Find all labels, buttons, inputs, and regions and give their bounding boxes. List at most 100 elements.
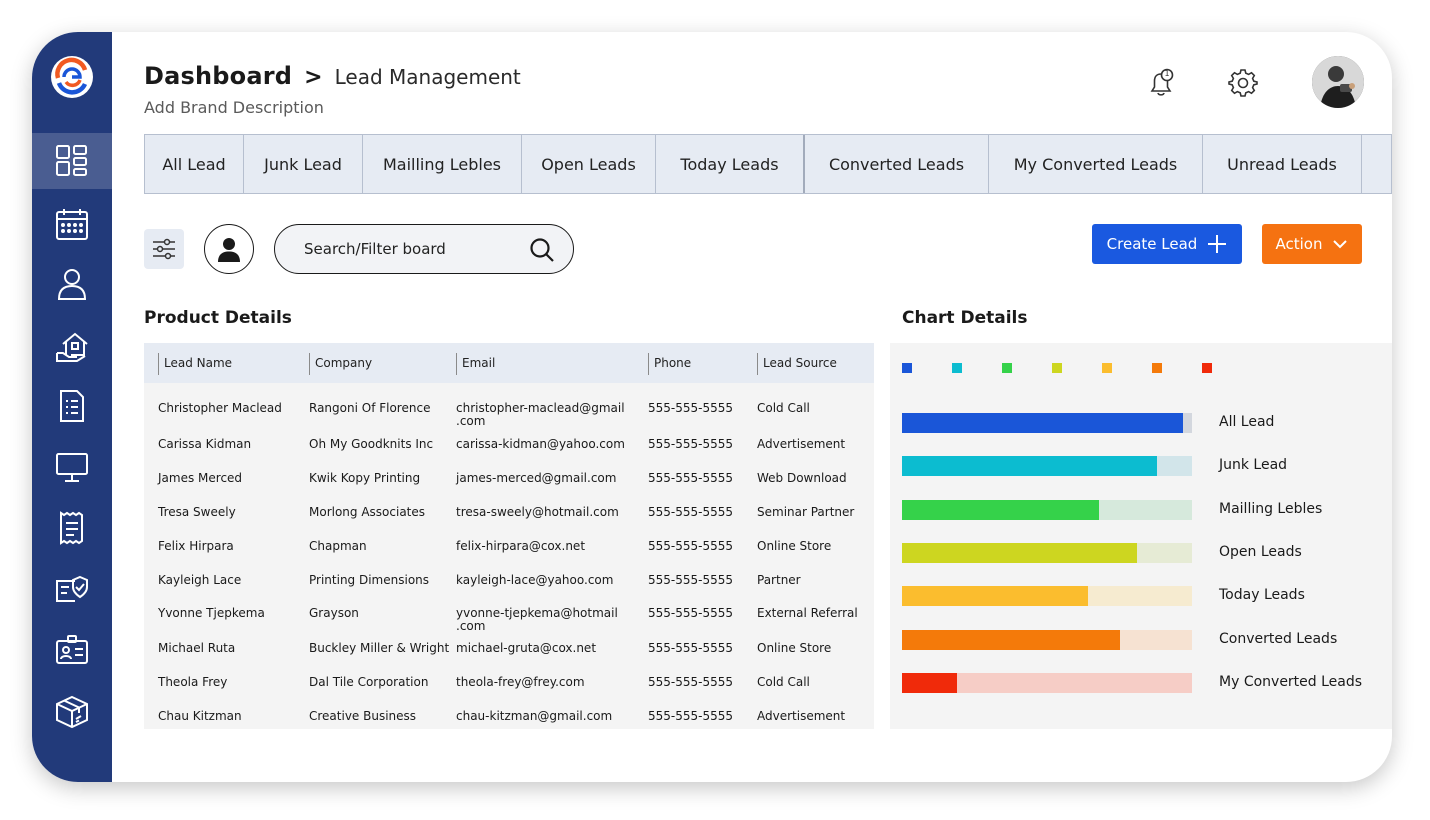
tab-junk-lead[interactable]: Junk Lead (244, 135, 363, 193)
id-badge-icon (56, 635, 88, 664)
sidebar-item-documents[interactable] (32, 378, 112, 434)
lead-source-cell: Cold Call (757, 401, 810, 415)
receipt-icon (60, 511, 83, 545)
chart-details-title: Chart Details (902, 308, 1028, 328)
create-lead-button[interactable]: Create Lead (1092, 224, 1242, 264)
document-list-icon (60, 390, 84, 422)
sidebar (32, 32, 112, 782)
filter-settings-button[interactable] (144, 229, 184, 269)
bar-label: Open Leads (1219, 544, 1302, 560)
dashboard-icon (56, 145, 87, 176)
sidebar-item-properties[interactable] (32, 318, 112, 374)
email-cell: kayleigh-lace@yahoo.com (456, 573, 614, 587)
package-icon (56, 695, 88, 729)
phone-cell: 555-555-5555 (648, 606, 734, 620)
page-subtitle: Lead Management (334, 65, 521, 89)
tab-my-converted-leads[interactable]: My Converted Leads (989, 135, 1203, 193)
search-input[interactable] (304, 240, 514, 258)
column-lead-name[interactable]: Lead Name (158, 353, 232, 375)
lead-source-cell: Web Download (757, 471, 847, 485)
legend-swatch (1202, 363, 1212, 373)
create-lead-label: Create Lead (1106, 235, 1198, 253)
lead-name-cell: James Merced (158, 471, 243, 485)
action-dropdown-button[interactable]: Action (1262, 224, 1362, 264)
tab-mailling-lebles[interactable]: Mailling Lebles (363, 135, 522, 193)
bar-track (902, 630, 1192, 650)
table-row[interactable]: Michael Ruta Buckley Miller & Wright micha… (144, 642, 874, 676)
company-cell: Morlong Associates (309, 505, 426, 519)
tab-today-leads[interactable]: Today Leads (656, 135, 805, 193)
lead-source-cell: External Referral (757, 606, 858, 620)
company-cell: Kwik Kopy Printing (309, 471, 421, 485)
bar-today-leads[interactable] (902, 586, 1088, 606)
bar-track (902, 673, 1192, 693)
phone-cell: 555-555-5555 (648, 539, 734, 553)
leads-table: Lead Name Company Email Phone Lead Sourc… (144, 343, 874, 729)
lead-source-cell: Online Store (757, 641, 832, 655)
lead-source-cell: Advertisement (757, 437, 846, 451)
table-row[interactable]: Felix Hirpara Chapman felix-hirpara@cox.ne… (144, 540, 874, 574)
brand-logo-icon[interactable] (51, 56, 93, 98)
column-lead-source[interactable]: Lead Source (757, 353, 837, 375)
chevron-down-icon (1333, 240, 1348, 249)
company-cell: Buckley Miller & Wright (309, 641, 450, 655)
table-header: Lead Name Company Email Phone Lead Sourc… (144, 343, 874, 383)
bar-open-leads[interactable] (902, 543, 1137, 563)
sidebar-item-contacts[interactable] (32, 256, 112, 312)
email-cell: christopher-maclead@gmail (456, 401, 625, 415)
tab-open-leads[interactable]: Open Leads (522, 135, 656, 193)
column-phone[interactable]: Phone (648, 353, 691, 375)
phone-cell: 555-555-5555 (648, 641, 734, 655)
bar-label: Junk Lead (1219, 457, 1288, 473)
table-row[interactable]: Chau Kitzman Creative Business chau-kitzma… (144, 710, 874, 744)
page-title[interactable]: Dashboard (144, 62, 293, 90)
bar-junk-lead[interactable] (902, 456, 1157, 476)
tab-all-lead[interactable]: All Lead (145, 135, 244, 193)
notification-count: 1 (1164, 69, 1170, 78)
bar-mailling-lebles[interactable] (902, 500, 1099, 520)
bar-converted-leads[interactable] (902, 630, 1120, 650)
sidebar-item-dashboard[interactable] (32, 133, 112, 189)
search-box (274, 224, 574, 274)
user-filter-button[interactable] (204, 224, 254, 274)
lead-name-cell: Christopher Maclead (158, 401, 282, 415)
sidebar-item-monitor[interactable] (32, 439, 112, 495)
email-cell: james-merced@gmail.com (456, 471, 617, 485)
phone-cell: 555-555-5555 (648, 401, 734, 415)
table-row[interactable]: Yvonne Tjepkema Grayson yvonne-tjepkema@ho… (144, 607, 874, 641)
tab-converted-leads[interactable]: Converted Leads (805, 135, 989, 193)
bell-icon (1150, 68, 1174, 96)
table-row[interactable]: Theola Frey Dal Tile Corporation theola-fr… (144, 676, 874, 710)
table-row[interactable]: Tresa Sweely Morlong Associates tresa-swee… (144, 506, 874, 540)
brand-description[interactable]: Add Brand Description (144, 98, 324, 117)
lead-name-cell: Theola Frey (158, 675, 228, 689)
phone-cell: 555-555-5555 (648, 471, 734, 485)
table-row[interactable]: Christopher Maclead Rangoni Of Florence ch… (144, 402, 874, 436)
column-email[interactable]: Email (456, 353, 495, 375)
phone-cell: 555-555-5555 (648, 573, 734, 587)
plus-icon (1208, 235, 1227, 253)
bar-all-lead[interactable] (902, 413, 1183, 433)
company-cell: Creative Business (309, 709, 417, 723)
table-row[interactable]: Carissa Kidman Oh My Goodknits Inc carissa… (144, 438, 874, 472)
bar-label: Mailling Lebles (1219, 501, 1323, 517)
bar-my-converted-leads[interactable] (902, 673, 957, 693)
sidebar-item-packages[interactable] (32, 684, 112, 740)
calendar-icon (56, 209, 88, 240)
sidebar-item-calendar[interactable] (32, 196, 112, 252)
tab-unread-leads[interactable]: Unread Leads (1203, 135, 1362, 193)
sidebar-item-receipts[interactable] (32, 500, 112, 556)
sidebar-item-verification[interactable] (32, 562, 112, 618)
search-icon[interactable] (529, 237, 555, 263)
sidebar-item-badges[interactable] (32, 622, 112, 678)
lead-name-cell: Carissa Kidman (158, 437, 252, 451)
app-window: Dashboard > Lead Management Add Brand De… (32, 32, 1392, 782)
column-company[interactable]: Company (309, 353, 372, 375)
table-row[interactable]: James Merced Kwik Kopy Printing james-merc… (144, 472, 874, 506)
table-row[interactable]: Kayleigh Lace Printing Dimensions kayleigh… (144, 574, 874, 608)
legend-swatch (1102, 363, 1112, 373)
email-cell: theola-frey@frey.com (456, 675, 585, 689)
settings-button[interactable] (1226, 66, 1260, 100)
notifications-button[interactable]: 1 (1144, 66, 1178, 100)
avatar[interactable] (1312, 56, 1364, 108)
